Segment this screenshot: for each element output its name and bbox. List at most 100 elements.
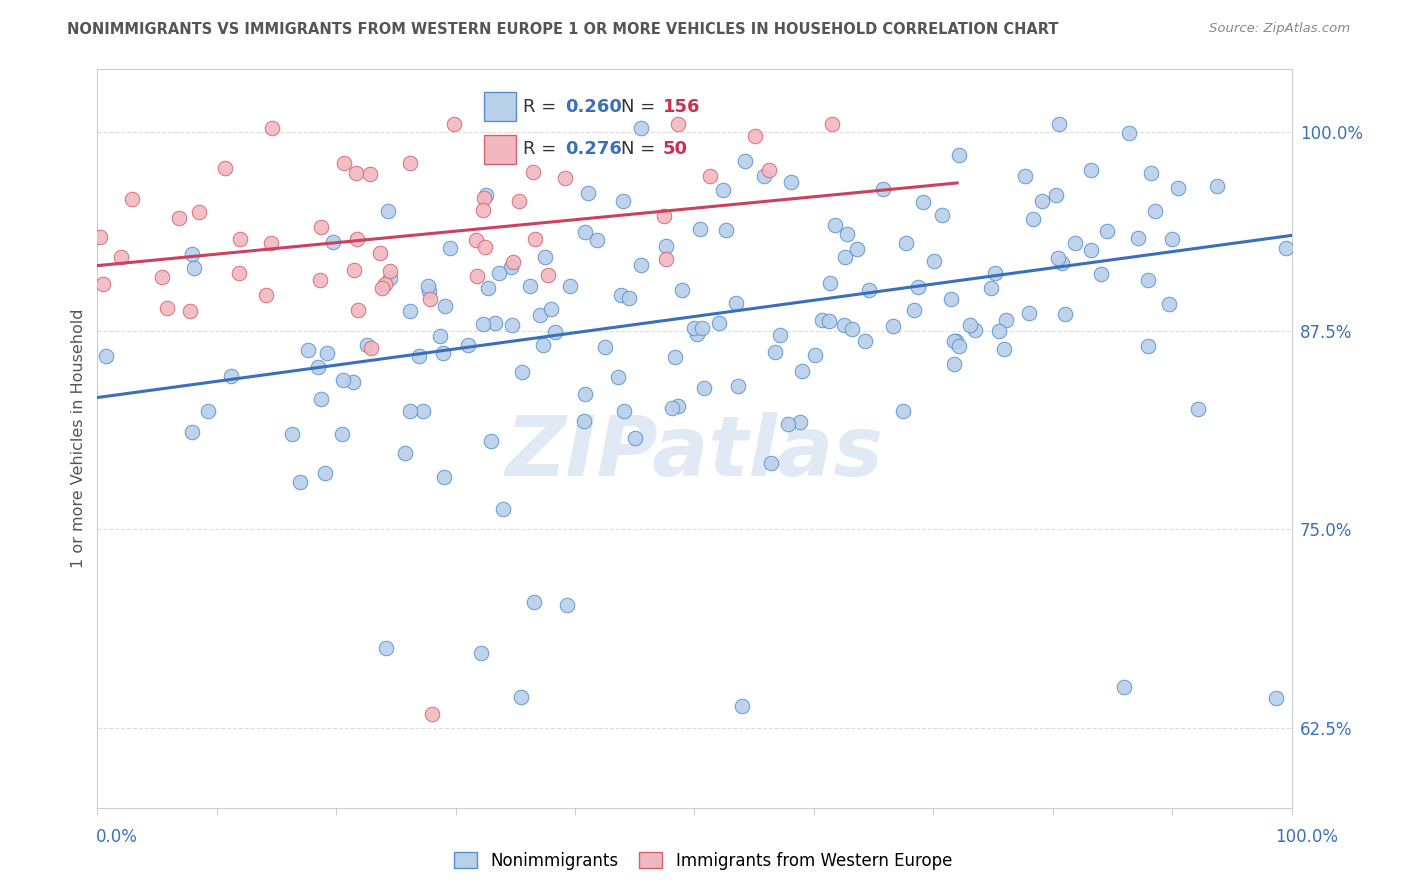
Point	[537, 268, 560, 282]
Point	[260, 236, 283, 251]
Text: 0.0%: 0.0%	[96, 828, 138, 846]
Point	[993, 342, 1015, 356]
Point	[309, 219, 332, 234]
Point	[585, 233, 607, 247]
Point	[479, 434, 502, 449]
Point	[965, 323, 987, 337]
Point	[471, 317, 494, 331]
Point	[156, 301, 179, 315]
Point	[150, 269, 173, 284]
Point	[91, 277, 114, 292]
Point	[690, 320, 713, 334]
Point	[544, 326, 567, 340]
Point	[714, 223, 737, 237]
Point	[1080, 244, 1102, 258]
Point	[110, 250, 132, 264]
Point	[183, 261, 205, 276]
Point	[332, 427, 354, 442]
Point	[1064, 235, 1087, 250]
Point	[499, 260, 522, 274]
Point	[188, 205, 211, 219]
Point	[725, 296, 748, 310]
Text: ZIPatlas: ZIPatlas	[506, 412, 883, 493]
Point	[1126, 231, 1149, 245]
Point	[523, 232, 546, 246]
Point	[572, 414, 595, 428]
Point	[1014, 169, 1036, 183]
Point	[374, 277, 396, 292]
Point	[219, 368, 242, 383]
Point	[399, 303, 422, 318]
Point	[948, 339, 970, 353]
Point	[709, 316, 731, 330]
Point	[612, 194, 634, 208]
Point	[959, 318, 981, 332]
Point	[818, 314, 841, 328]
Point	[845, 242, 868, 256]
Point	[419, 292, 441, 306]
Point	[931, 208, 953, 222]
Point	[439, 241, 461, 255]
Point	[593, 339, 616, 353]
Point	[689, 221, 711, 235]
Point	[346, 232, 368, 246]
Point	[1140, 166, 1163, 180]
Text: NONIMMIGRANTS VS IMMIGRANTS FROM WESTERN EUROPE 1 OR MORE VEHICLES IN HOUSEHOLD : NONIMMIGRANTS VS IMMIGRANTS FROM WESTERN…	[67, 22, 1059, 37]
Point	[1046, 251, 1069, 265]
Point	[418, 278, 440, 293]
Point	[89, 229, 111, 244]
Point	[420, 706, 443, 721]
Point	[872, 182, 894, 196]
Point	[630, 121, 652, 136]
Point	[711, 183, 734, 197]
Point	[121, 192, 143, 206]
Point	[780, 175, 803, 189]
Point	[344, 166, 367, 180]
Point	[610, 288, 633, 302]
Point	[169, 211, 191, 226]
Point	[412, 404, 434, 418]
Point	[508, 194, 530, 208]
Point	[470, 646, 492, 660]
Point	[554, 171, 576, 186]
Point	[607, 369, 630, 384]
Point	[523, 595, 546, 609]
Point	[262, 120, 284, 135]
Point	[434, 299, 457, 313]
Point	[803, 348, 825, 362]
Text: 100.0%: 100.0%	[1275, 828, 1339, 846]
Point	[465, 268, 488, 283]
Point	[529, 308, 551, 322]
Point	[377, 203, 399, 218]
Point	[731, 699, 754, 714]
Point	[943, 334, 966, 349]
Point	[1206, 178, 1229, 193]
Point	[502, 255, 524, 269]
Point	[429, 328, 451, 343]
Point	[818, 277, 841, 291]
Point	[1090, 267, 1112, 281]
Point	[314, 466, 336, 480]
Point	[501, 318, 523, 332]
Point	[1167, 181, 1189, 195]
Point	[666, 399, 689, 413]
Point	[894, 235, 917, 250]
Point	[613, 404, 636, 418]
Point	[769, 328, 792, 343]
Point	[1080, 162, 1102, 177]
Point	[254, 287, 277, 301]
Point	[1187, 401, 1209, 416]
Point	[1160, 232, 1182, 246]
Point	[759, 456, 782, 470]
Point	[491, 502, 513, 516]
Point	[477, 280, 499, 294]
Point	[1031, 194, 1053, 209]
Point	[522, 165, 544, 179]
Point	[332, 373, 354, 387]
Point	[309, 273, 332, 287]
Point	[398, 404, 420, 418]
Point	[853, 334, 876, 348]
Point	[1050, 256, 1073, 270]
Point	[821, 117, 844, 131]
Point	[617, 291, 640, 305]
